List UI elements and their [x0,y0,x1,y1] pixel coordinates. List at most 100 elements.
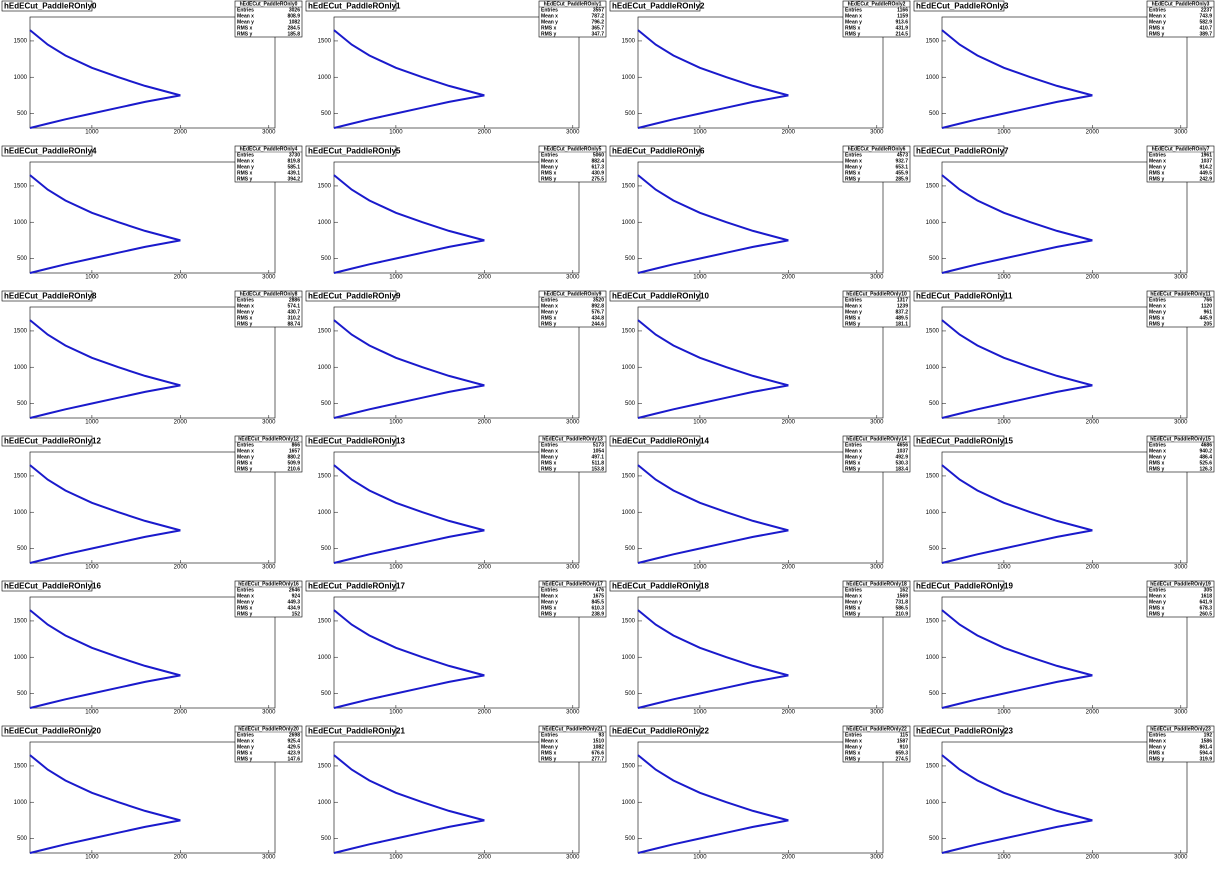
x-tick-label: 3000 [870,420,884,426]
curve [637,239,789,274]
stats-title: hEdECut_PaddleROnly10 [846,291,907,297]
chart-title: hEdECut_PaddleROnly2 [612,2,705,11]
stats-value: 285.9 [895,176,908,182]
stats-value: 1054 [593,448,604,454]
stats-value: 2646 [289,587,300,593]
stats-value: 152 [292,611,301,617]
title-box [609,145,701,157]
x-tick-label: 3000 [566,710,580,716]
panel: 1000 2000 3000 500 1000 1500 hEdECut_PaddleROn… [913,290,1215,426]
stats-value: 961 [1204,309,1213,315]
stats-label: Entries [541,732,558,738]
x-tick-label: 1000 [997,130,1011,136]
stats-title: hEdECut_PaddleROnly1 [544,1,602,7]
panel: 1000 2000 3000 500 1000 1500 hEdECut_PaddleROn… [305,435,607,571]
curve [637,174,789,242]
stats-label: RMS x [1149,315,1165,321]
stats-label: RMS y [541,176,557,182]
y-tick-label: 1500 [926,764,940,770]
plot-frame [637,451,884,564]
stats-value: 192 [1204,732,1213,738]
stats-label: RMS x [845,750,861,756]
stats-value: 88.74 [287,321,300,327]
curve [29,609,181,677]
stats-label: Mean x [237,303,254,309]
x-tick-label: 1000 [693,855,707,861]
stats-title: hEdECut_PaddleROnly7 [1152,146,1210,152]
title-box [609,580,701,592]
stats-value: 455.9 [895,170,908,176]
x-tick-label: 3000 [262,565,276,571]
stats-label: RMS x [845,460,861,466]
stats-label: Mean y [1149,454,1166,460]
curve [941,464,1093,532]
plot-frame [333,306,580,419]
stats-value: 305 [1204,587,1213,593]
stats-value: 594.4 [1199,750,1212,756]
stats-title: hEdECut_PaddleROnly17 [542,581,603,587]
title-box [305,0,397,12]
curve [637,674,789,709]
y-tick-label: 1500 [622,39,636,45]
stats-title: hEdECut_PaddleROnly0 [240,1,298,7]
x-tick-label: 1000 [997,710,1011,716]
stats-value: 431.9 [895,25,908,31]
y-tick-label: 500 [929,691,940,697]
chart-title: hEdECut_PaddleROnly13 [308,437,405,446]
chart-title: hEdECut_PaddleROnly1 [308,2,401,11]
stats-value: 511.8 [592,460,604,466]
plot-frame [29,161,276,274]
chart-title: hEdECut_PaddleROnly15 [916,437,1013,446]
stats-title: hEdECut_PaddleROnly11 [1150,291,1211,297]
curve [29,29,181,97]
stats-value: 181.1 [895,321,908,327]
stats-label: Mean x [541,738,558,744]
y-tick-label: 1500 [622,619,636,625]
title-box [305,435,397,447]
y-tick-label: 500 [321,691,332,697]
x-tick-label: 1000 [693,275,707,281]
stats-value: 932.7 [895,158,908,164]
stats-value: 617.3 [591,164,604,170]
stats-value: 162 [900,587,909,593]
y-tick-label: 500 [625,256,636,262]
stats-label: RMS y [845,321,861,327]
stats-label: Entries [1149,152,1166,158]
chart-title: hEdECut_PaddleROnly9 [308,292,401,301]
stats-label: RMS y [541,31,557,37]
stats-label: RMS y [845,466,861,472]
panel: 1000 2000 3000 500 1000 1500 hEdECut_PaddleROn… [305,725,607,861]
stats-label: RMS y [1149,176,1165,182]
stats-title: hEdECut_PaddleROnly22 [846,726,907,732]
stats-label: Entries [237,152,254,158]
title-box [913,725,1005,737]
x-tick-label: 2000 [174,420,188,426]
stats-label: Mean x [1149,738,1166,744]
stats-title: hEdECut_PaddleROnly23 [1150,726,1211,732]
x-tick-label: 3000 [1174,565,1188,571]
x-tick-label: 2000 [1086,420,1100,426]
stats-title: hEdECut_PaddleROnly15 [1150,436,1211,442]
stats-label: Mean y [845,19,862,25]
y-tick-label: 500 [17,256,28,262]
stats-label: Mean x [541,13,558,19]
curve [333,174,485,242]
stats-label: RMS x [541,170,557,176]
x-tick-label: 2000 [782,710,796,716]
stats-value: 205 [1204,321,1213,327]
stats-label: RMS y [541,756,557,762]
y-tick-label: 500 [321,401,332,407]
chart-title: hEdECut_PaddleROnly0 [4,2,97,11]
curve [29,94,181,129]
y-tick-label: 1000 [14,800,28,806]
y-tick-label: 1000 [926,365,940,371]
stats-label: RMS x [541,25,557,31]
curve [941,819,1093,854]
stats-value: 1587 [897,738,908,744]
stats-label: Entries [541,7,558,13]
stats-label: Entries [541,297,558,303]
stats-label: Mean x [845,303,862,309]
title-box [609,725,701,737]
y-tick-label: 500 [625,836,636,842]
y-tick-label: 1000 [318,655,332,661]
